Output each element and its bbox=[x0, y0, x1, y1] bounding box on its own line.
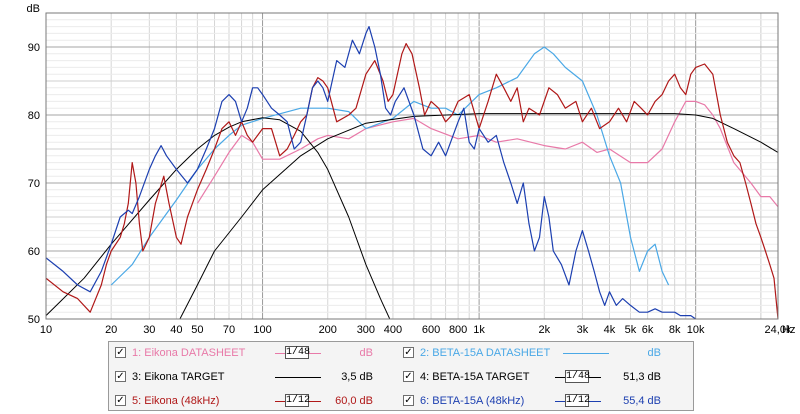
x-tick-label: 30 bbox=[143, 324, 155, 336]
legend-line-sample: 1/12 bbox=[555, 392, 601, 410]
x-tick-label: 6k bbox=[642, 324, 654, 336]
x-tick-label: 800 bbox=[449, 324, 467, 336]
y-tick-label: 50 bbox=[28, 314, 40, 326]
x-tick-label: 1k bbox=[473, 324, 485, 336]
series-line-3 bbox=[46, 117, 391, 319]
legend-label: 4: BETA-15A TARGET bbox=[420, 371, 530, 383]
legend-label: 6: BETA-15A (48kHz) bbox=[420, 395, 525, 407]
series-line-4 bbox=[179, 113, 778, 319]
x-tick-label: 2k bbox=[538, 324, 550, 336]
checkbox-icon[interactable]: ✓ bbox=[115, 395, 126, 406]
x-tick-label: 4k bbox=[604, 324, 616, 336]
x-tick-label: 600 bbox=[422, 324, 440, 336]
legend-value: 3,5 dB bbox=[341, 371, 373, 383]
axis-labels: 50 60 70 80 90 dB 10 20 30 40 50 70 100 200 300 400 600 8… bbox=[27, 3, 796, 336]
series-line-5 bbox=[46, 43, 778, 319]
legend-line-sample: 1/48 bbox=[555, 368, 601, 386]
smoothing-badge: 1/12 bbox=[285, 394, 311, 407]
y-unit-label: dB bbox=[27, 3, 40, 15]
grid bbox=[45, 12, 778, 320]
x-tick-label: 10k bbox=[687, 324, 705, 336]
checkbox-icon[interactable]: ✓ bbox=[403, 371, 414, 382]
legend-line-sample bbox=[275, 368, 321, 386]
smoothing-badge: 1/48 bbox=[565, 370, 591, 383]
series-line-6 bbox=[46, 26, 697, 319]
smoothing-badge: 1/48 bbox=[285, 346, 311, 359]
legend-label: 1: Eikona DATASHEET bbox=[132, 347, 246, 359]
plot-frame bbox=[45, 12, 779, 320]
legend-value: dB bbox=[647, 347, 661, 359]
legend-line-sample: 1/48 bbox=[275, 344, 321, 362]
legend-item-3[interactable]: ✓ 3: Eikona TARGET 3,5 dB bbox=[115, 368, 405, 386]
x-tick-label: 24,0k bbox=[765, 324, 792, 336]
y-tick-label: 90 bbox=[28, 42, 40, 54]
legend-item-1[interactable]: ✓ 1: Eikona DATASHEET 1/48 dB bbox=[115, 344, 405, 362]
x-tick-label: 400 bbox=[384, 324, 402, 336]
checkbox-icon[interactable]: ✓ bbox=[403, 347, 414, 358]
legend-item-6[interactable]: ✓ 6: BETA-15A (48kHz) 1/12 55,4 dB bbox=[403, 392, 693, 410]
smoothing-badge: 1/12 bbox=[565, 394, 591, 407]
checkbox-icon[interactable]: ✓ bbox=[403, 395, 414, 406]
legend-panel: ✓ 1: Eikona DATASHEET 1/48 dB ✓ 2: BETA-… bbox=[108, 341, 694, 411]
checkbox-icon[interactable]: ✓ bbox=[115, 347, 126, 358]
legend-value: dB bbox=[359, 347, 373, 359]
x-tick-label: 70 bbox=[223, 324, 235, 336]
y-tick-label: 60 bbox=[28, 246, 40, 258]
legend-item-5[interactable]: ✓ 5: Eikona (48kHz) 1/12 60,0 dB bbox=[115, 392, 405, 410]
legend-line-sample bbox=[563, 344, 609, 362]
y-tick-label: 80 bbox=[28, 110, 40, 122]
x-tick-label: 5k bbox=[625, 324, 637, 336]
x-tick-label: 8k bbox=[669, 324, 681, 336]
y-tick-label: 70 bbox=[28, 178, 40, 190]
legend-label: 3: Eikona TARGET bbox=[132, 371, 225, 383]
legend-label: 5: Eikona (48kHz) bbox=[132, 395, 220, 407]
x-tick-label: 300 bbox=[357, 324, 375, 336]
x-tick-label: 100 bbox=[253, 324, 271, 336]
legend-label: 2: BETA-15A DATASHEET bbox=[420, 347, 551, 359]
x-tick-label: 10 bbox=[40, 324, 52, 336]
series-layer bbox=[46, 26, 778, 319]
legend-value: 60,0 dB bbox=[335, 395, 373, 407]
legend-item-2[interactable]: ✓ 2: BETA-15A DATASHEET dB bbox=[403, 344, 693, 362]
checkbox-icon[interactable]: ✓ bbox=[115, 371, 126, 382]
series-line-1 bbox=[196, 100, 778, 208]
x-tick-label: 50 bbox=[191, 324, 203, 336]
x-tick-label: 3k bbox=[577, 324, 589, 336]
legend-value: 51,3 dB bbox=[623, 371, 661, 383]
legend-item-4[interactable]: ✓ 4: BETA-15A TARGET 1/48 51,3 dB bbox=[403, 368, 693, 386]
x-tick-label: 200 bbox=[319, 324, 337, 336]
x-tick-label: 20 bbox=[105, 324, 117, 336]
legend-value: 55,4 dB bbox=[623, 395, 661, 407]
x-tick-label: 40 bbox=[170, 324, 182, 336]
x-unit-label: Hz bbox=[782, 324, 795, 336]
legend-line-sample: 1/12 bbox=[275, 392, 321, 410]
